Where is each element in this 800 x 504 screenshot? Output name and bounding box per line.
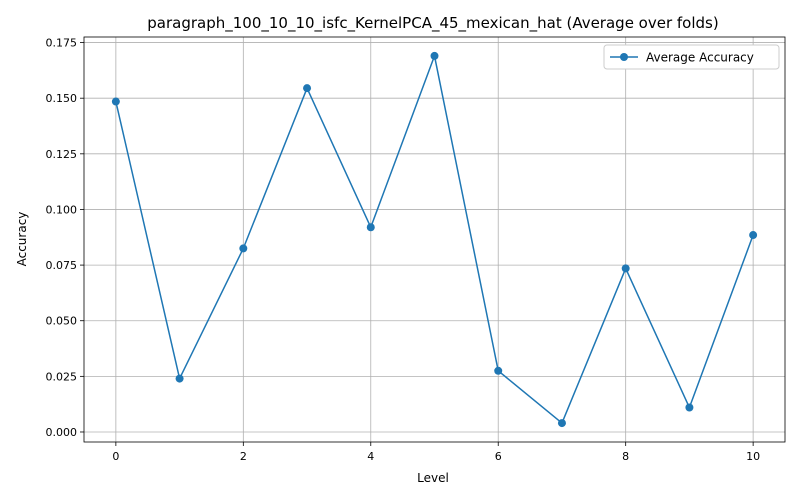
plot-frame xyxy=(83,36,786,443)
x-tick-label: 10 xyxy=(746,450,760,463)
grid xyxy=(84,37,785,442)
y-tick-label: 0.175 xyxy=(46,37,78,50)
y-tick-label: 0.125 xyxy=(46,148,78,161)
data-point xyxy=(430,51,439,60)
legend-box xyxy=(603,44,780,70)
legend: Average Accuracy xyxy=(603,44,780,70)
data-point xyxy=(239,244,248,253)
x-tick-label: 6 xyxy=(495,450,502,463)
y-tick-label: 0.075 xyxy=(46,259,78,272)
data-point xyxy=(749,231,758,240)
data-point xyxy=(303,84,312,93)
y-axis-label: Accuracy xyxy=(15,212,29,267)
y-tick-label: 0.100 xyxy=(46,203,78,216)
x-tick-label: 2 xyxy=(240,450,247,463)
chart-title: paragraph_100_10_10_isfc_KernelPCA_45_me… xyxy=(147,14,718,33)
y-tick-label: 0.050 xyxy=(46,315,78,328)
data-point xyxy=(621,264,630,273)
y-tick-label: 0.025 xyxy=(46,370,78,383)
legend-marker-sample xyxy=(620,53,628,61)
data-point xyxy=(494,366,503,375)
axes: 0 2 4 6 8 10 0.000 0.025 0.050 0.075 0.100 0.125 0.1… xyxy=(46,37,786,463)
y-tick-label: 0.000 xyxy=(46,426,78,439)
x-tick-label: 8 xyxy=(622,450,629,463)
x-tick-label: 4 xyxy=(367,450,374,463)
x-tick-label: 0 xyxy=(112,450,119,463)
data-point xyxy=(111,97,120,106)
series xyxy=(111,51,758,428)
legend-label: Average Accuracy xyxy=(646,51,754,65)
data-point xyxy=(175,374,184,383)
data-point xyxy=(685,403,694,412)
data-point xyxy=(557,419,566,428)
x-axis-label: Level xyxy=(417,471,449,485)
y-tick-label: 0.150 xyxy=(46,92,78,105)
data-point xyxy=(366,223,375,232)
